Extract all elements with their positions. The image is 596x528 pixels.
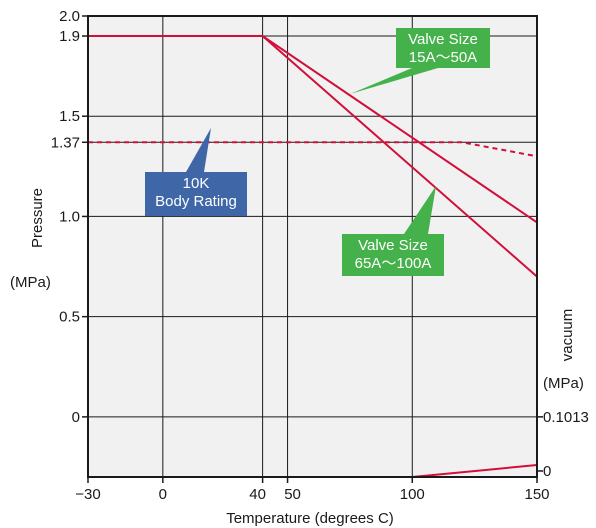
x-tick-label: 40 bbox=[249, 486, 266, 503]
callout-label: Body Rating bbox=[155, 193, 237, 210]
y-tick-label: 1.9 bbox=[59, 28, 80, 45]
callout-label: 10K bbox=[183, 175, 210, 192]
x-axis-title: Temperature (degrees C) bbox=[226, 510, 394, 527]
x-tick-label: 150 bbox=[524, 486, 549, 503]
y2-axis-unit: (MPa) bbox=[543, 375, 584, 392]
y2-axis-title: vacuum bbox=[559, 309, 576, 362]
x-tick-label: 50 bbox=[284, 486, 301, 503]
callout-box bbox=[396, 28, 490, 68]
y2-tick-label: 0 bbox=[543, 463, 551, 480]
callout-box bbox=[342, 234, 444, 276]
series-line-vacuum-limit bbox=[412, 464, 538, 478]
callout-pointer bbox=[350, 68, 438, 94]
x-tick-label: 100 bbox=[400, 486, 425, 503]
callout-pointer bbox=[404, 186, 436, 234]
callout-box bbox=[145, 172, 247, 216]
y-tick-label: 0 bbox=[72, 409, 80, 426]
callout-label: Valve Size bbox=[358, 237, 428, 254]
y-tick-label: 0.5 bbox=[59, 309, 80, 326]
callout-pointer bbox=[186, 128, 211, 172]
callout-label: 15A〜50A bbox=[409, 49, 477, 66]
plot-frame bbox=[87, 15, 538, 478]
x-tick-label: −30 bbox=[75, 486, 100, 503]
y2-tick-label: 0.1013 bbox=[543, 409, 589, 426]
y-axis-title: Pressure bbox=[29, 188, 46, 248]
plot-background bbox=[88, 16, 537, 477]
callout-label: Valve Size bbox=[408, 31, 478, 48]
y-tick-label: 2.0 bbox=[59, 8, 80, 25]
series-line-valve-65a-100a bbox=[88, 35, 538, 278]
y-tick-label: 1.5 bbox=[59, 108, 80, 125]
series-line-body-rating-10k bbox=[88, 141, 538, 158]
y-tick-label: 1.37 bbox=[51, 134, 80, 151]
y-tick-label: 1.0 bbox=[59, 208, 80, 225]
callout-label: 65A〜100A bbox=[355, 255, 432, 272]
x-tick-label: 0 bbox=[159, 486, 167, 503]
y-axis-unit: (MPa) bbox=[10, 274, 51, 291]
